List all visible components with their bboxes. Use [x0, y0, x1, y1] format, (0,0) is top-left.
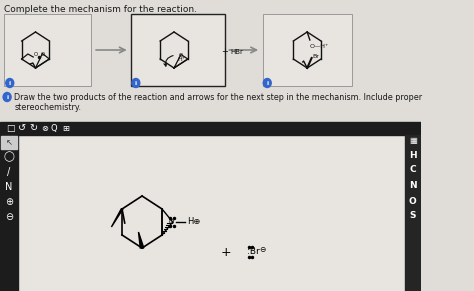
Text: O: O	[169, 219, 174, 225]
Text: N: N	[409, 182, 417, 191]
Bar	[0, 135, 18, 291]
Text: Br: Br	[312, 54, 319, 59]
Text: S: S	[410, 212, 416, 221]
Bar	[405, 135, 421, 291]
Text: +: +	[221, 47, 228, 56]
Text: ↺: ↺	[18, 123, 26, 134]
Text: ↻: ↻	[29, 123, 37, 134]
Text: H: H	[409, 150, 417, 159]
Text: H⁺: H⁺	[178, 57, 185, 62]
Text: ◯: ◯	[3, 152, 14, 162]
Text: ⊞: ⊞	[62, 124, 69, 133]
Text: O: O	[179, 53, 183, 58]
Text: HBr: HBr	[231, 49, 244, 55]
Circle shape	[263, 79, 271, 88]
Text: i: i	[6, 95, 8, 100]
Text: i: i	[135, 81, 137, 86]
Text: H⊕: H⊕	[187, 217, 201, 226]
Text: ▦: ▦	[409, 136, 417, 146]
Polygon shape	[111, 209, 123, 227]
Text: i: i	[9, 81, 11, 86]
Text: Q: Q	[51, 124, 57, 133]
Text: O: O	[409, 196, 417, 205]
Text: N: N	[5, 182, 13, 192]
Text: ⊕: ⊕	[5, 197, 13, 207]
Text: Complete the mechanism for the reaction.: Complete the mechanism for the reaction.	[4, 5, 198, 14]
Text: ↖: ↖	[5, 138, 12, 147]
FancyArrowPatch shape	[164, 56, 173, 66]
Text: O: O	[34, 52, 38, 56]
Bar	[131, 14, 225, 86]
Text: ⊖: ⊖	[259, 244, 265, 253]
Bar	[4, 14, 91, 86]
Polygon shape	[138, 232, 144, 248]
Bar	[1, 136, 17, 149]
Bar	[18, 135, 405, 291]
Text: +: +	[221, 246, 232, 258]
Circle shape	[132, 79, 140, 88]
Text: ⊗: ⊗	[41, 124, 48, 133]
Bar	[0, 122, 421, 135]
Circle shape	[6, 79, 14, 88]
Text: i: i	[266, 81, 268, 86]
Circle shape	[3, 93, 11, 102]
Text: O—H⁺: O—H⁺	[310, 44, 329, 49]
Text: :Br: :Br	[247, 248, 260, 256]
Text: ⊖: ⊖	[5, 212, 13, 222]
Text: /: /	[7, 167, 10, 177]
Text: Draw the two products of the reaction and arrows for the next step in the mechan: Draw the two products of the reaction an…	[14, 93, 422, 112]
Bar	[263, 14, 352, 86]
Text: O: O	[40, 52, 45, 57]
Text: C: C	[410, 166, 416, 175]
Text: □: □	[6, 124, 15, 133]
